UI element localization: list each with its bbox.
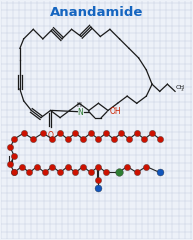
Text: O: O bbox=[48, 131, 53, 140]
Text: CH: CH bbox=[176, 85, 185, 90]
Text: Anandamide: Anandamide bbox=[50, 6, 143, 19]
Text: N: N bbox=[77, 108, 83, 117]
Text: H: H bbox=[76, 102, 81, 108]
Text: 3: 3 bbox=[181, 88, 184, 92]
Text: OH: OH bbox=[110, 107, 122, 116]
